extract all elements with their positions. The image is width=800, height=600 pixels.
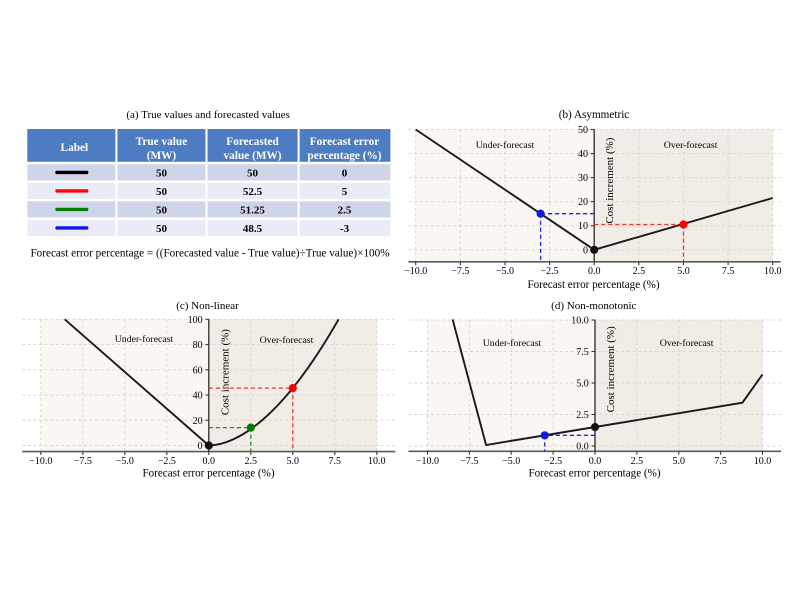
svg-text:Forecast error percentage (%): Forecast error percentage (%): [528, 467, 660, 479]
svg-text:2.5: 2.5: [576, 410, 589, 421]
svg-text:2.5: 2.5: [633, 266, 646, 277]
svg-text:7.5: 7.5: [722, 266, 735, 277]
svg-text:20: 20: [193, 416, 203, 427]
svg-text:(b) Asymmetric: (b) Asymmetric: [559, 109, 630, 121]
svg-text:True value: True value: [136, 136, 188, 148]
svg-text:0: 0: [583, 245, 588, 256]
svg-text:0: 0: [342, 167, 348, 179]
svg-text:Forecast error percentage = ((: Forecast error percentage = ((Forecasted…: [30, 247, 389, 259]
svg-text:52.5: 52.5: [243, 186, 263, 198]
svg-text:Cost increment (%): Cost increment (%): [604, 137, 616, 223]
svg-text:(c) Non-linear: (c) Non-linear: [176, 300, 239, 312]
svg-text:5.0: 5.0: [677, 266, 690, 277]
svg-text:−7.5: −7.5: [451, 266, 469, 277]
svg-text:7.5: 7.5: [714, 456, 727, 467]
svg-text:10.0: 10.0: [368, 456, 386, 467]
svg-text:10: 10: [578, 221, 588, 232]
svg-text:0: 0: [198, 441, 203, 452]
svg-text:Over-forecast: Over-forecast: [260, 335, 314, 346]
svg-text:7.5: 7.5: [329, 456, 342, 467]
svg-text:Forecast error percentage (%): Forecast error percentage (%): [527, 279, 659, 291]
svg-text:Under-forecast: Under-forecast: [115, 334, 174, 345]
svg-text:(MW): (MW): [147, 150, 177, 162]
svg-text:0.0: 0.0: [588, 266, 601, 277]
svg-text:60: 60: [193, 365, 203, 376]
svg-text:percentage (%): percentage (%): [307, 150, 381, 162]
svg-text:50: 50: [156, 223, 168, 235]
svg-text:(a) True values and forecasted: (a) True values and forecasted values: [126, 109, 289, 121]
svg-text:Under-forecast: Under-forecast: [476, 140, 535, 151]
svg-text:Under-forecast: Under-forecast: [483, 338, 542, 349]
svg-text:0.0: 0.0: [589, 456, 602, 467]
svg-text:5.0: 5.0: [673, 456, 686, 467]
svg-text:7.5: 7.5: [576, 347, 589, 358]
svg-text:5.0: 5.0: [287, 456, 300, 467]
svg-text:2.5: 2.5: [631, 456, 644, 467]
svg-text:10.0: 10.0: [764, 266, 782, 277]
svg-text:50: 50: [156, 167, 168, 179]
svg-text:Cost increment (%): Cost increment (%): [220, 329, 232, 415]
svg-text:10.0: 10.0: [571, 316, 589, 327]
svg-text:80: 80: [193, 340, 203, 351]
svg-text:30: 30: [578, 173, 588, 184]
svg-text:50: 50: [578, 125, 588, 136]
svg-text:100: 100: [188, 315, 203, 326]
svg-text:40: 40: [578, 149, 588, 160]
svg-text:−2.5: −2.5: [158, 456, 176, 467]
svg-text:40: 40: [193, 391, 203, 402]
svg-text:Over-forecast: Over-forecast: [660, 338, 714, 349]
svg-text:Cost increment (%): Cost increment (%): [605, 326, 617, 412]
svg-text:-3: -3: [340, 223, 350, 235]
svg-text:−2.5: −2.5: [544, 456, 562, 467]
svg-text:Forecast error: Forecast error: [310, 136, 380, 148]
svg-text:51.25: 51.25: [240, 204, 265, 216]
svg-text:10.0: 10.0: [754, 456, 772, 467]
svg-text:5.0: 5.0: [576, 379, 589, 390]
svg-text:Forecast error percentage (%): Forecast error percentage (%): [142, 467, 274, 479]
svg-text:Over-forecast: Over-forecast: [664, 140, 718, 151]
svg-text:50: 50: [247, 167, 259, 179]
svg-text:Label: Label: [61, 142, 89, 154]
svg-text:0.0: 0.0: [203, 456, 216, 467]
svg-text:(d) Non-monotonic: (d) Non-monotonic: [551, 300, 636, 312]
svg-text:5: 5: [342, 186, 348, 198]
svg-text:Forecasted: Forecasted: [226, 136, 279, 148]
svg-text:−5.0: −5.0: [496, 266, 514, 277]
svg-text:−5.0: −5.0: [502, 456, 520, 467]
svg-text:48.5: 48.5: [243, 223, 263, 235]
svg-text:−5.0: −5.0: [116, 456, 134, 467]
svg-text:−7.5: −7.5: [460, 456, 478, 467]
svg-text:50: 50: [156, 186, 168, 198]
svg-text:2.5: 2.5: [245, 456, 258, 467]
svg-text:value (MW): value (MW): [224, 150, 282, 162]
svg-text:50: 50: [156, 204, 168, 216]
svg-text:2.5: 2.5: [338, 204, 352, 216]
svg-text:0.0: 0.0: [576, 442, 589, 453]
svg-text:−10.0: −10.0: [416, 456, 439, 467]
svg-text:−10.0: −10.0: [404, 266, 427, 277]
svg-text:20: 20: [578, 197, 588, 208]
svg-text:−2.5: −2.5: [541, 266, 559, 277]
svg-text:−10.0: −10.0: [29, 456, 52, 467]
svg-text:−7.5: −7.5: [74, 456, 92, 467]
